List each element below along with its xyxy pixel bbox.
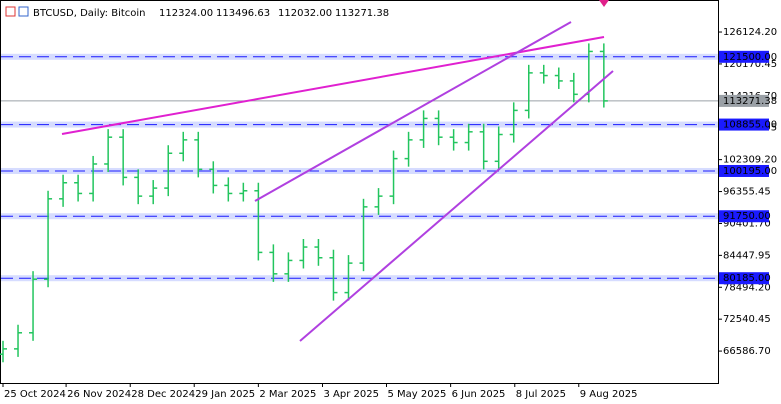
- marks: [0, 43, 718, 363]
- level-label-box: [719, 118, 769, 131]
- quote-open: 112324.00: [159, 8, 213, 19]
- trendlines: [61, 21, 614, 342]
- x-tick-label: 2 Mar 2025: [259, 389, 316, 400]
- level-label: 113271.38: [723, 96, 777, 107]
- level-label: 91750.00: [723, 211, 771, 222]
- y-tick-label: 72540.45: [723, 314, 771, 325]
- level-label-box: [719, 50, 769, 63]
- y-tick-label: 66586.70: [723, 346, 771, 357]
- x-tick-label: 26 Nov 2024: [67, 389, 131, 400]
- y-tick-label: 78494.20: [723, 282, 771, 293]
- trendline: [299, 70, 614, 342]
- level-band: [1, 167, 718, 174]
- icon: [5, 6, 16, 17]
- level-label-box: [719, 164, 769, 177]
- quote-high: 113496.63: [216, 8, 270, 19]
- level-label-box: [719, 210, 769, 223]
- level-label: 100195.00: [723, 166, 777, 177]
- level-label: 121500.00: [723, 52, 777, 63]
- x-tick-label: 3 Apr 2025: [323, 389, 378, 400]
- level-band: [1, 275, 718, 282]
- y-tick-label: 96355.45: [723, 187, 771, 198]
- x-tick-label: 9 Aug 2025: [580, 389, 638, 400]
- x-tick-label: 8 Jul 2025: [516, 389, 566, 400]
- x-tick-label: 25 Oct 2024: [4, 389, 66, 400]
- trendline: [61, 36, 605, 135]
- y-tick-label: 126124.20: [723, 27, 777, 38]
- x-tick-label: 5 May 2025: [387, 389, 446, 400]
- level-label-box: [719, 94, 769, 107]
- symbol: BTCUSD, Daily: Bitcoin: [33, 8, 146, 19]
- trendline: [254, 21, 572, 202]
- level-label: 108855.00: [723, 120, 777, 131]
- y-tick-label: 120170.45: [723, 59, 777, 70]
- y-tick-label: 102309.20: [723, 155, 777, 166]
- level-band: [1, 213, 718, 220]
- level-label-box: [719, 272, 769, 285]
- level-label: 80185.00: [723, 273, 771, 284]
- icon: [18, 6, 29, 17]
- x-tick-label: 6 Jun 2025: [452, 389, 506, 400]
- x-tick-label: 28 Dec 2024: [131, 389, 195, 400]
- x-tick-label: 29 Jan 2025: [195, 389, 255, 400]
- marker: [599, 0, 609, 7]
- level-band: [1, 121, 718, 128]
- quote-close: 113271.38: [335, 8, 389, 19]
- level-band: [1, 53, 718, 60]
- quote-low: 112032.00: [278, 8, 332, 19]
- header-icons: [5, 6, 29, 17]
- y-tick-label: 90401.70: [723, 218, 771, 229]
- y-tick-label: 84447.95: [723, 250, 771, 261]
